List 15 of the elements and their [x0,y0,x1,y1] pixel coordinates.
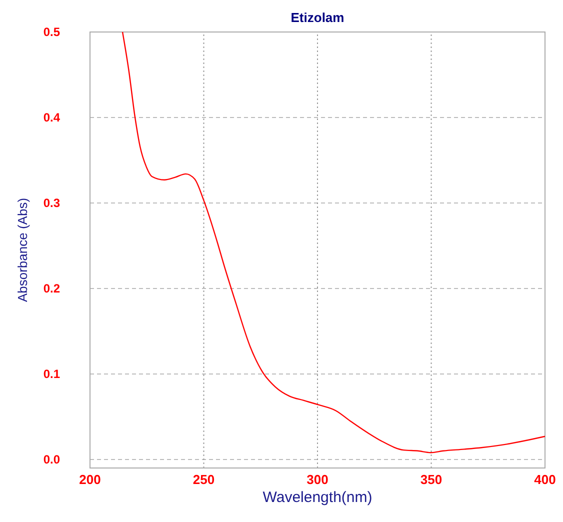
x-tick-label: 300 [306,472,328,487]
line-series [122,31,546,454]
y-tick-label: 0.2 [43,282,60,296]
x-tick-label: 400 [534,472,556,487]
y-tick-label: 0.4 [43,110,60,125]
y-tick-label: 0.3 [43,196,60,210]
x-tick-label: 200 [79,472,101,487]
x-axis-title: Wavelength(nm) [262,489,372,506]
y-tick-label: 0.5 [43,25,60,40]
x-tick-label: 350 [420,472,442,487]
y-tick-label: 0.1 [43,367,60,382]
x-tick-label: 250 [192,472,215,487]
y-tick-label: 0.0 [43,452,60,467]
chart-title: Etizolam [290,10,344,25]
y-axis-title: Absorbance (Abs) [15,198,30,302]
